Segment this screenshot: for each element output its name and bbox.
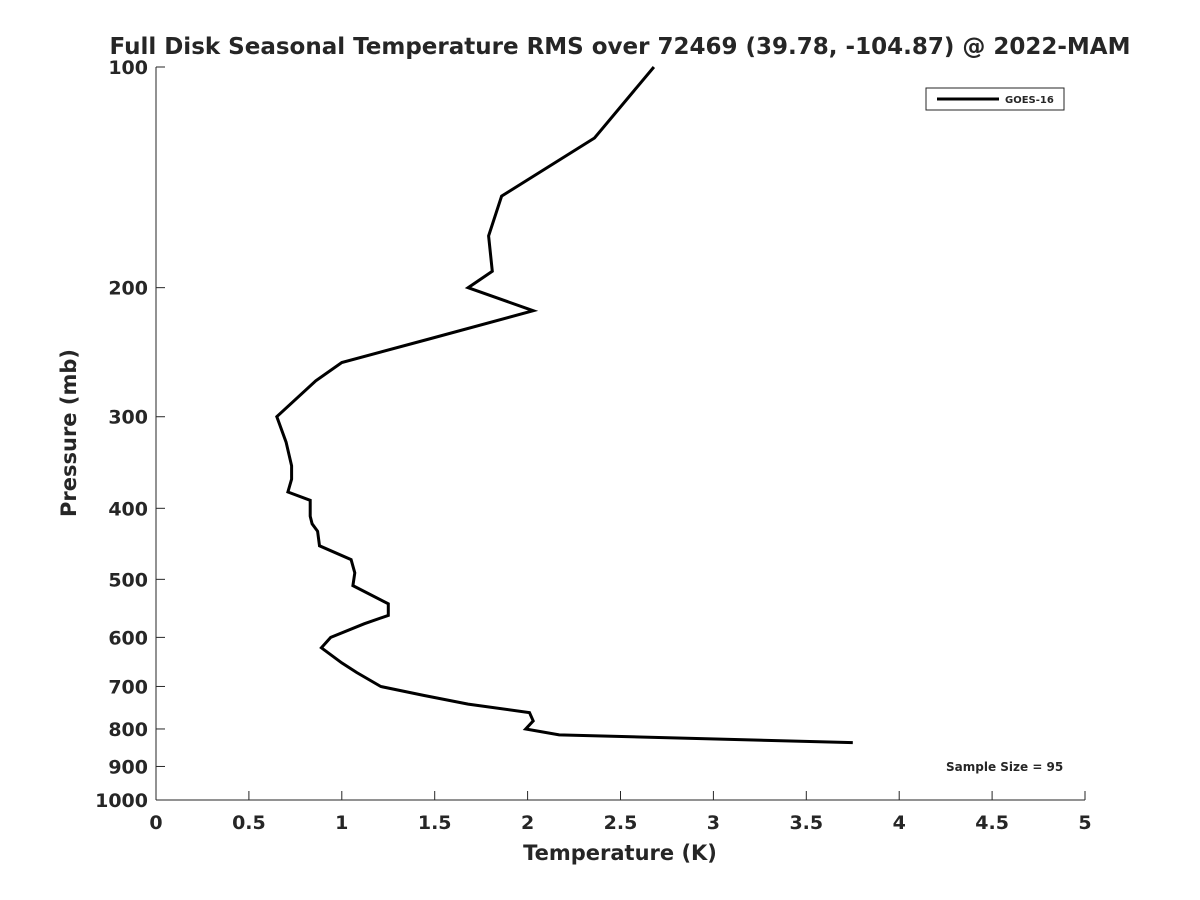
x-tick-label: 5 xyxy=(1078,812,1091,834)
x-tick-label: 4 xyxy=(893,812,906,834)
y-tick-label: 400 xyxy=(108,498,148,520)
x-tick-label: 1.5 xyxy=(418,812,452,834)
series-layer xyxy=(275,66,853,745)
x-tick-label: 3.5 xyxy=(789,812,823,834)
y-tick-label: 500 xyxy=(108,569,148,591)
x-tick-label: 0.5 xyxy=(232,812,266,834)
x-axis-label: Temperature (K) xyxy=(523,841,717,865)
y-tick-label: 1000 xyxy=(95,790,148,812)
x-tick-label: 3 xyxy=(707,812,720,834)
y-tick-label: 300 xyxy=(108,407,148,429)
y-tick-label: 700 xyxy=(108,676,148,698)
plot-area xyxy=(156,67,1085,800)
y-tick-label: 800 xyxy=(108,719,148,741)
y-axis-label: Pressure (mb) xyxy=(57,349,81,517)
x-tick-label: 1 xyxy=(335,812,348,834)
x-tick-label: 2 xyxy=(521,812,534,834)
x-tick-label: 4.5 xyxy=(975,812,1009,834)
y-tick-label: 600 xyxy=(108,627,148,649)
legend-label: GOES-16 xyxy=(1005,95,1054,106)
y-tick-label: 100 xyxy=(108,57,148,79)
x-tick-label: 0 xyxy=(149,812,162,834)
x-tick-label: 2.5 xyxy=(604,812,638,834)
tick-labels: 0 0.5 1 1.5 2 2.5 3 3.5 4 4.5 5 100 200 300 400 500 600 7… xyxy=(95,57,1092,834)
axes xyxy=(155,66,1086,801)
y-tick-label: 900 xyxy=(108,756,148,778)
chart-title: Full Disk Seasonal Temperature RMS over … xyxy=(110,34,1131,60)
series-line xyxy=(275,66,853,745)
y-tick-label: 200 xyxy=(108,278,148,300)
legend: GOES-16 xyxy=(925,87,1065,111)
sample-size-annotation: Sample Size = 95 xyxy=(946,760,1063,774)
